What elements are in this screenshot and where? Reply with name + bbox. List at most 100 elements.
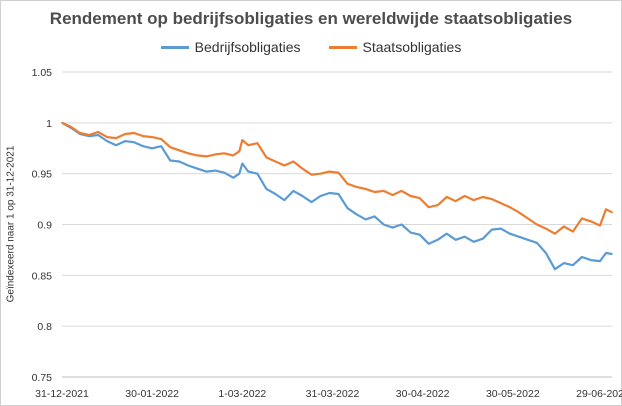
data-point-staatsobligaties: [346, 183, 349, 185]
data-point-staatsobligaties: [409, 195, 412, 197]
legend-swatch-staatsobligaties: [328, 45, 357, 49]
data-point-staatsobligaties: [536, 223, 538, 226]
data-point-bedrijfsobligaties: [256, 172, 259, 175]
data-point-bedrijfsobligaties: [391, 226, 394, 229]
data-point-staatsobligaties: [97, 131, 99, 133]
data-point-staatsobligaties: [214, 153, 217, 156]
data-point-staatsobligaties: [256, 142, 259, 144]
data-point-staatsobligaties: [310, 173, 313, 176]
data-point-bedrijfsobligaties: [151, 147, 153, 150]
data-point-bedrijfsobligaties: [481, 237, 484, 240]
data-point-bedrijfsobligaties: [337, 193, 340, 195]
x-tick-label: 31-03-2022: [306, 388, 360, 400]
data-point-bedrijfsobligaties: [545, 252, 547, 254]
data-point-staatsobligaties: [391, 194, 394, 196]
data-point-staatsobligaties: [70, 126, 72, 128]
data-point-staatsobligaties: [178, 149, 181, 152]
data-point-bedrijfsobligaties: [238, 172, 241, 175]
data-point-staatsobligaties: [518, 211, 520, 214]
y-tick-label: 0.85: [32, 270, 53, 282]
data-point-staatsobligaties: [454, 200, 457, 202]
data-point-bedrijfsobligaties: [178, 160, 181, 163]
data-point-bedrijfsobligaties: [472, 240, 475, 243]
data-point-bedrijfsobligaties: [265, 188, 268, 190]
y-tick-label: 0.8: [37, 321, 52, 333]
data-point-bedrijfsobligaties: [97, 134, 99, 136]
data-point-bedrijfsobligaties: [241, 162, 244, 165]
data-point-staatsobligaties: [169, 146, 171, 149]
data-point-staatsobligaties: [247, 144, 250, 146]
y-tick-label: 0.9: [37, 220, 52, 232]
data-point-bedrijfsobligaties: [611, 253, 613, 255]
y-tick-label: 1.05: [32, 67, 53, 79]
data-point-staatsobligaties: [545, 227, 547, 230]
data-point-staatsobligaties: [205, 155, 208, 158]
data-point-staatsobligaties: [445, 196, 448, 198]
data-point-staatsobligaties: [337, 171, 340, 174]
data-point-bedrijfsobligaties: [554, 268, 556, 271]
x-tick-label: 30-04-2022: [396, 388, 450, 400]
data-point-bedrijfsobligaties: [133, 141, 135, 143]
data-point-bedrijfsobligaties: [599, 260, 601, 262]
data-point-staatsobligaties: [133, 132, 135, 134]
data-point-bedrijfsobligaties: [301, 195, 304, 197]
data-point-staatsobligaties: [605, 208, 607, 211]
data-point-staatsobligaties: [88, 134, 90, 136]
data-point-bedrijfsobligaties: [169, 159, 171, 162]
data-point-staatsobligaties: [373, 191, 376, 193]
data-point-bedrijfsobligaties: [214, 169, 217, 172]
data-point-bedrijfsobligaties: [106, 140, 108, 142]
data-point-staatsobligaties: [355, 186, 358, 188]
data-point-staatsobligaties: [274, 160, 277, 163]
data-point-staatsobligaties: [563, 225, 565, 228]
data-point-bedrijfsobligaties: [499, 227, 502, 230]
data-point-staatsobligaties: [283, 164, 286, 167]
data-point-bedrijfsobligaties: [490, 228, 493, 231]
data-point-staatsobligaties: [581, 217, 583, 220]
data-point-staatsobligaties: [490, 198, 493, 200]
data-point-staatsobligaties: [151, 136, 153, 138]
data-point-bedrijfsobligaties: [382, 223, 385, 226]
data-point-bedrijfsobligaties: [418, 233, 421, 236]
data-point-staatsobligaties: [79, 132, 81, 134]
data-point-staatsobligaties: [427, 206, 430, 209]
data-point-bedrijfsobligaties: [355, 213, 358, 216]
data-point-staatsobligaties: [319, 172, 322, 175]
chart-title: Rendement op bedrijfsobligaties en werel…: [49, 9, 573, 28]
data-point-staatsobligaties: [124, 133, 126, 135]
data-point-bedrijfsobligaties: [223, 171, 226, 174]
data-point-bedrijfsobligaties: [373, 215, 376, 218]
data-point-bedrijfsobligaties: [142, 145, 144, 148]
data-point-staatsobligaties: [436, 204, 439, 206]
data-point-bedrijfsobligaties: [115, 144, 117, 146]
data-point-staatsobligaties: [611, 211, 613, 214]
data-point-bedrijfsobligaties: [454, 238, 457, 241]
data-point-bedrijfsobligaties: [274, 193, 277, 195]
data-point-staatsobligaties: [115, 137, 117, 139]
data-point-staatsobligaties: [572, 230, 574, 233]
data-point-bedrijfsobligaties: [310, 201, 313, 203]
data-point-bedrijfsobligaties: [527, 238, 529, 241]
data-point-staatsobligaties: [241, 139, 244, 141]
data-point-staatsobligaties: [106, 136, 108, 138]
data-point-staatsobligaties: [599, 224, 601, 227]
data-point-staatsobligaties: [527, 217, 529, 220]
data-point-bedrijfsobligaties: [187, 164, 190, 167]
data-point-staatsobligaties: [142, 135, 144, 137]
data-point-bedrijfsobligaties: [445, 232, 448, 235]
data-point-staatsobligaties: [481, 196, 484, 198]
data-point-staatsobligaties: [238, 150, 241, 153]
x-tick-label: 1-03-2022: [218, 388, 266, 400]
chart-legend: Bedrijfsobligaties Staatsobligaties: [0, 39, 622, 55]
data-point-staatsobligaties: [232, 154, 235, 157]
data-point-bedrijfsobligaties: [328, 192, 331, 194]
legend-label-bedrijfsobligaties: Bedrijfsobligaties: [194, 39, 301, 55]
data-point-bedrijfsobligaties: [124, 140, 126, 142]
data-point-bedrijfsobligaties: [205, 170, 208, 173]
data-point-bedrijfsobligaties: [463, 235, 466, 238]
data-point-staatsobligaties: [554, 232, 556, 235]
data-point-bedrijfsobligaties: [605, 252, 607, 254]
data-point-staatsobligaties: [61, 122, 63, 124]
data-point-staatsobligaties: [292, 160, 295, 163]
data-point-staatsobligaties: [590, 220, 592, 223]
